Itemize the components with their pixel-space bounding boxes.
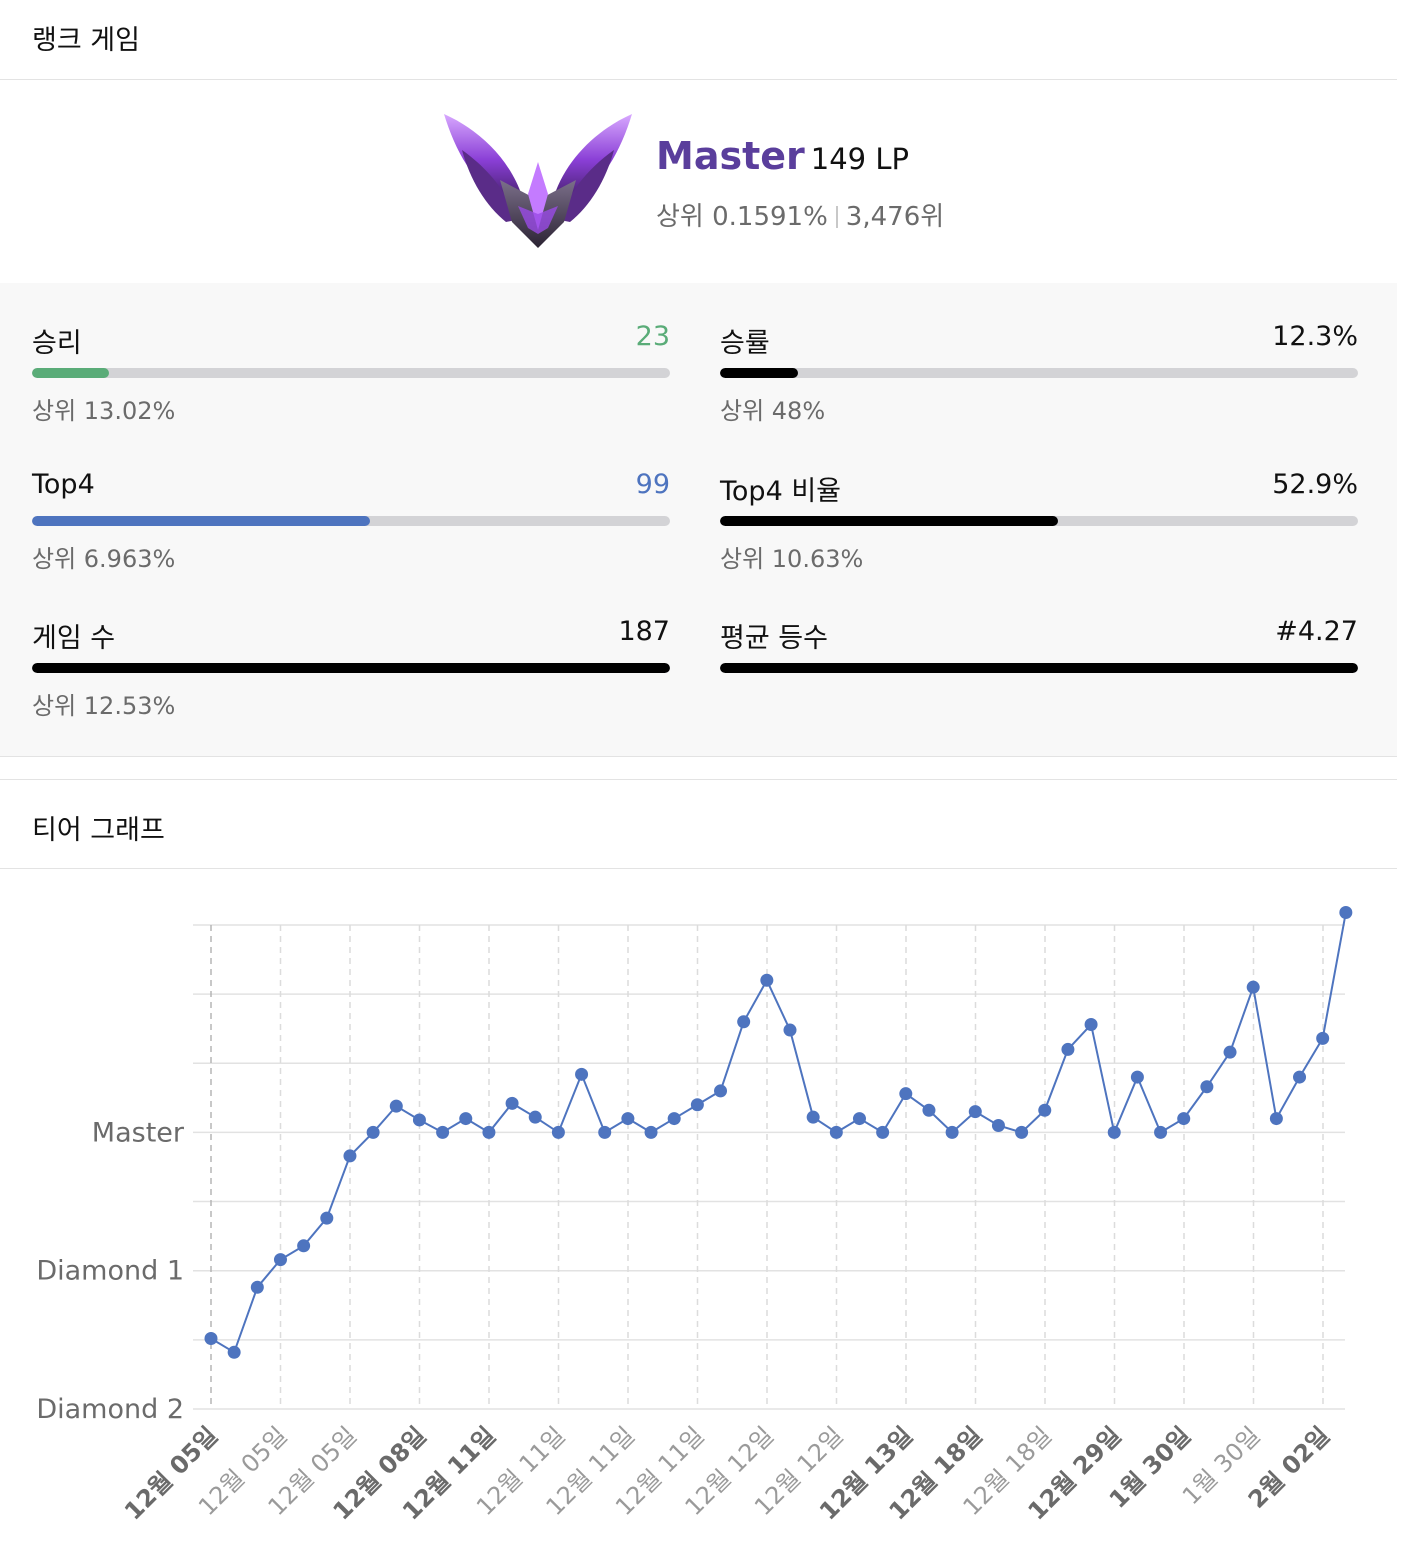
stat-value: 23 [635,321,670,352]
stat-percentile: 상위 10.63% [720,545,864,573]
tier-name: Master 149 LP [656,134,909,178]
stat-value: 52.9% [1272,469,1358,500]
stat-label: 평균 등수 [720,623,828,654]
data-point [320,1211,334,1225]
data-point [852,1112,866,1126]
data-point [273,1253,287,1267]
stat-percentile: 상위 6.963% [32,545,176,573]
data-point [227,1345,241,1359]
data-point [598,1125,612,1139]
stat-label: Top4 [32,469,95,500]
data-point [366,1125,380,1139]
stat-label: 게임 수 [32,623,116,654]
progress-bar [720,516,1358,526]
data-point [482,1125,496,1139]
tier-lp: 149 LP [810,142,909,176]
data-point [389,1099,403,1113]
stat-value: #4.27 [1275,616,1358,647]
progress-fill [32,663,670,673]
stat-label: Top4 비율 [720,476,842,507]
data-point [899,1087,913,1101]
stat-value: 12.3% [1272,321,1358,352]
progress-bar [720,663,1358,673]
data-point [714,1084,728,1098]
top-percent: 상위 0.1591% [656,202,828,232]
data-point [991,1118,1005,1132]
data-point [436,1125,450,1139]
data-point [1154,1125,1168,1139]
data-point [1038,1103,1052,1117]
data-point [250,1280,264,1294]
data-point [760,973,774,987]
stat-value: 99 [635,469,670,500]
stat-percentile: 상위 12.53% [32,692,176,720]
separator [835,206,838,228]
stat-label: 승률 [720,328,770,359]
data-point [1223,1045,1237,1059]
stat-label: 승리 [32,328,82,359]
data-point [667,1112,681,1126]
y-tick-label: Diamond 2 [36,1394,184,1425]
ranked-header: 랭크 게임 [32,25,140,56]
stat-percentile: 상위 48% [720,397,826,425]
data-point [1084,1018,1098,1032]
data-point [737,1015,751,1029]
data-point [551,1125,565,1139]
data-point [1200,1080,1214,1094]
master-emblem-icon [444,114,632,248]
progress-bar [32,368,670,378]
stat-value: 187 [618,616,670,647]
data-point [644,1125,658,1139]
progress-bar [32,663,670,673]
data-point [459,1112,473,1126]
y-tick-label: Diamond 1 [36,1256,184,1287]
stats-panel: 승리 23 상위 13.02% 승률 12.3% 상위 48% Top4 99 … [0,283,1397,757]
progress-fill [720,663,1358,673]
data-point [528,1110,542,1124]
data-point [922,1103,936,1117]
data-point [945,1125,959,1139]
data-point [343,1149,357,1163]
progress-fill [720,368,799,378]
data-point [505,1096,519,1110]
progress-fill [32,516,371,526]
progress-bar [32,516,670,526]
data-point [876,1125,890,1139]
progress-fill [720,516,1058,526]
data-point [806,1110,820,1124]
data-point [968,1105,982,1119]
data-point [1246,980,1260,994]
data-point [1061,1042,1075,1056]
data-point [1293,1070,1307,1084]
rank-position: 3,476위 [845,202,945,232]
data-point [1316,1031,1330,1045]
data-point [829,1125,843,1139]
data-point [575,1067,589,1081]
tier-label: Master [656,134,805,178]
data-point [690,1098,704,1112]
data-point [1177,1112,1191,1126]
data-point [783,1023,797,1037]
data-point [1107,1125,1121,1139]
stat-percentile: 상위 13.02% [32,397,176,425]
divider [0,868,1397,869]
data-point [1130,1070,1144,1084]
data-point [297,1239,311,1253]
progress-fill [32,368,109,378]
y-tick-label: Master [92,1117,185,1148]
divider [0,779,1397,780]
progress-bar [720,368,1358,378]
divider [0,79,1397,80]
tier-graph-header: 티어 그래프 [32,815,165,846]
tier-rank-info: 상위 0.1591% 3,476위 [656,196,944,233]
data-point [1015,1125,1029,1139]
data-point [621,1112,635,1126]
data-point [1339,906,1353,920]
data-point [1269,1112,1283,1126]
tier-chart: Diamond 2 Diamond 1 Master 12월 05일 12월 05일 12… [0,870,1402,1560]
data-point [412,1113,426,1127]
data-point [204,1331,218,1345]
